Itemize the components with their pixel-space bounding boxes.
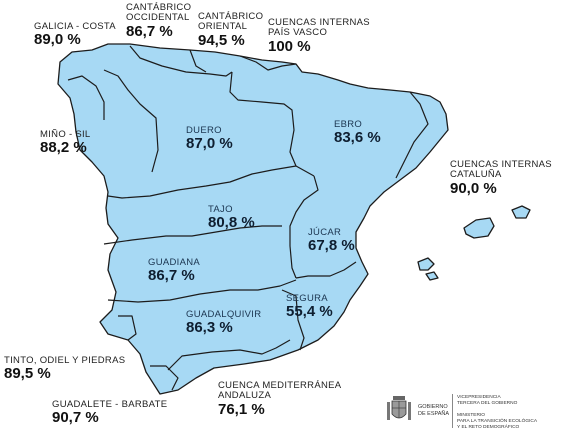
label-tinto-odiel-piedras: TINTO, ODIEL Y PIEDRAS 89,5 %	[4, 355, 126, 383]
border-jucar-segura	[295, 261, 357, 279]
border-ebro-cataluna	[395, 91, 429, 179]
menorca-island	[511, 205, 531, 219]
border-cantabrico-west-east	[189, 49, 207, 73]
label-ebro: EBRO 83,6 %	[334, 119, 381, 147]
mallorca-island	[463, 217, 495, 239]
formentera-island	[425, 271, 439, 281]
label-duero: DUERO 87,0 %	[186, 125, 233, 153]
border-tinto	[118, 315, 137, 341]
border-segura-guadalquivir	[281, 289, 305, 351]
border-paisvasco	[239, 55, 297, 71]
label-cantabrico-occidental: CANTÁBRICO OCCIDENTAL 86,7 %	[126, 2, 192, 40]
label-cantabrico-oriental: CANTÁBRICO ORIENTAL 94,5 %	[198, 11, 264, 49]
government-footer: GOBIERNO DE ESPAÑA VICEPRESIDENCIA TERCE…	[384, 392, 570, 430]
label-tajo: TAJO 80,8 %	[208, 204, 255, 232]
label-galicia-costa: GALICIA - COSTA 89,0 %	[34, 21, 116, 49]
border-duero-ebro	[229, 71, 315, 177]
border-mino-duero	[103, 69, 159, 173]
label-cuenca-mediterranea-andaluza: CUENCA MEDITERRÁNEA ANDALUZA 76,1 %	[218, 380, 342, 418]
border-cantabrico-duero	[129, 45, 233, 77]
label-guadalquivir: GUADALQUIVIR 86,3 %	[186, 309, 262, 337]
border-tajo-jucar	[289, 175, 319, 279]
border-guadalete	[150, 365, 179, 391]
border-duero-tajo	[107, 165, 297, 199]
border-guadalquivir-mediterranea	[167, 339, 291, 371]
ministry-label: VICEPRESIDENCIA TERCERA DEL GOBIERNO MIN…	[457, 395, 538, 430]
border-guadiana-guadalquivir	[107, 279, 297, 303]
label-cuencas-cataluna: CUENCAS INTERNAS CATALUÑA 90,0 %	[450, 159, 552, 197]
mainland-outline	[57, 43, 449, 395]
gobierno-label: GOBIERNO DE ESPAÑA	[418, 404, 450, 417]
label-segura: SEGURA 55,4 %	[286, 293, 333, 321]
label-jucar: JÚCAR 67,8 %	[308, 227, 355, 255]
label-guadalete-barbate: GUADALETE - BARBATE 90,7 %	[52, 399, 168, 427]
label-cuencas-pais-vasco: CUENCAS INTERNAS PAÍS VASCO 100 %	[268, 17, 370, 55]
coat-of-arms-icon	[387, 396, 411, 420]
border-galicia-mino	[67, 75, 105, 120]
footer-divider	[452, 394, 453, 428]
label-guadiana: GUADIANA 86,7 %	[148, 257, 201, 285]
border-tajo-guadiana	[103, 225, 282, 245]
ibiza-island	[417, 257, 435, 271]
label-mino-sil: MIÑO - SIL 88,2 %	[40, 129, 91, 157]
